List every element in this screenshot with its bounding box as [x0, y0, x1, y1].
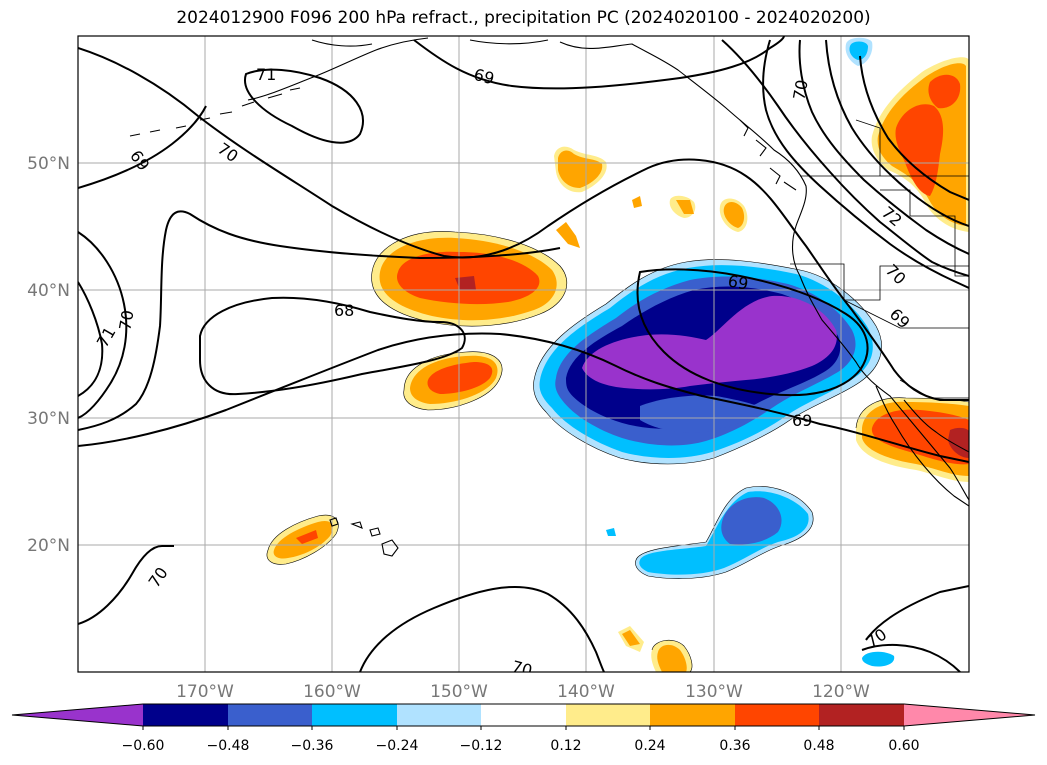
contour-line [762, 39, 969, 289]
lat-label: 20°N [27, 536, 70, 556]
precip-positive-area [657, 644, 687, 672]
lon-label: 170°W [176, 682, 234, 702]
latitude-labels: 50°N 40°N 30°N 20°N [27, 154, 70, 556]
colorbar-tick-label: −0.24 [376, 738, 419, 754]
map-area: 71 69 70 69 70 71 70 68 69 69 72 70 69 7… [78, 36, 969, 681]
colorbar-bin [819, 704, 904, 726]
lon-label: 160°W [303, 682, 361, 702]
colorbar-bin [143, 704, 228, 726]
contour-line [861, 643, 961, 672]
precip-positive-area [622, 630, 640, 646]
contour-line [413, 36, 785, 90]
contour-label: 70 [115, 309, 137, 332]
lon-label: 130°W [685, 682, 743, 702]
contour-line [78, 545, 174, 625]
precip-negative-area [862, 651, 895, 667]
precipitation-shading [266, 37, 969, 672]
precip-positive-area [427, 362, 493, 394]
contour-line [825, 39, 969, 227]
contour-line [199, 296, 466, 396]
canada-islands [739, 119, 797, 191]
colorbar-tick-label: 0.60 [888, 738, 919, 754]
contour-label: 69 [726, 271, 749, 293]
colorbar-tick-label: −0.36 [291, 738, 334, 754]
contour-line [78, 105, 207, 189]
precip-negative-area [849, 41, 868, 60]
lon-label: 120°W [812, 682, 870, 702]
colorbar-extend-max [904, 704, 1035, 726]
contour-line [359, 585, 605, 672]
colorbar-bin [735, 704, 819, 726]
precip-positive-area [723, 202, 745, 228]
contour-label: 68 [334, 301, 354, 320]
coastlines [129, 37, 969, 557]
refractivity-contours [78, 36, 969, 672]
colorbar-bin [312, 704, 397, 726]
map-frame [77, 35, 970, 673]
precip-negative-area [606, 528, 616, 536]
precip-positive-area [871, 409, 969, 465]
colorbar-tick-label: −0.60 [122, 738, 165, 754]
contour-line [78, 210, 561, 431]
contour-label: 69 [472, 65, 497, 89]
contour-label: 69 [792, 411, 812, 430]
colorbar [11, 703, 1036, 730]
colorbar-bin [650, 704, 735, 726]
colorbar-tick-label: 0.48 [803, 738, 834, 754]
contour-line [859, 55, 969, 201]
precip-positive-area [558, 150, 603, 188]
contour-line [798, 39, 969, 255]
colorbar-tick-label: 0.36 [719, 738, 750, 754]
political-borders [790, 119, 969, 399]
precip-positive-area [296, 530, 318, 544]
precip-negative-area [721, 497, 782, 545]
colorbar-bin [228, 704, 312, 726]
colorbar-tick-label: −0.12 [460, 738, 503, 754]
lon-label: 140°W [557, 682, 615, 702]
contour-line [721, 39, 969, 277]
aleutian-islands [129, 87, 301, 137]
precip-positive-area [455, 276, 476, 290]
contour-label: 71 [256, 65, 276, 84]
contour-label: 70 [510, 657, 535, 681]
colorbar-tick-labels: −0.60 −0.48 −0.36 −0.24 −0.12 0.12 0.24 … [122, 738, 920, 754]
precip-negative-area [640, 395, 766, 433]
contour-line [78, 47, 969, 401]
precip-positive-area [928, 74, 961, 109]
contour-line [636, 268, 869, 397]
precip-positive-area [632, 196, 642, 208]
precip-positive-area [676, 200, 694, 214]
lat-label: 30°N [27, 409, 70, 429]
hawaii-islands [329, 517, 399, 557]
longitude-labels: 170°W 160°W 150°W 140°W 130°W 120°W [176, 682, 870, 702]
colorbar-bin [566, 704, 650, 726]
precip-negative-area [582, 295, 837, 390]
contour-line [865, 585, 969, 641]
colorbar-tick-label: −0.48 [207, 738, 250, 754]
baja-coast [875, 385, 969, 507]
contour-line [78, 231, 128, 419]
lat-label: 40°N [27, 281, 70, 301]
map-title: 2024012900 F096 200 hPa refract., precip… [176, 8, 871, 28]
gridlines [78, 36, 969, 672]
colorbar-tick-label: 0.12 [550, 738, 581, 754]
contour-line [78, 281, 104, 397]
lat-label: 50°N [27, 154, 70, 174]
colorbar-bin [397, 704, 481, 726]
colorbar-bin [481, 704, 566, 726]
contour-line [244, 68, 364, 144]
precip-positive-area [948, 427, 969, 458]
lon-label: 150°W [430, 682, 488, 702]
precip-positive-area [556, 222, 580, 248]
contour-label: 70 [789, 78, 811, 101]
alaska-coast [247, 37, 969, 501]
colorbar-extend-min [12, 704, 143, 726]
colorbar-tick-label: 0.24 [634, 738, 665, 754]
precip-positive-area [895, 104, 944, 196]
contour-line [78, 332, 969, 463]
